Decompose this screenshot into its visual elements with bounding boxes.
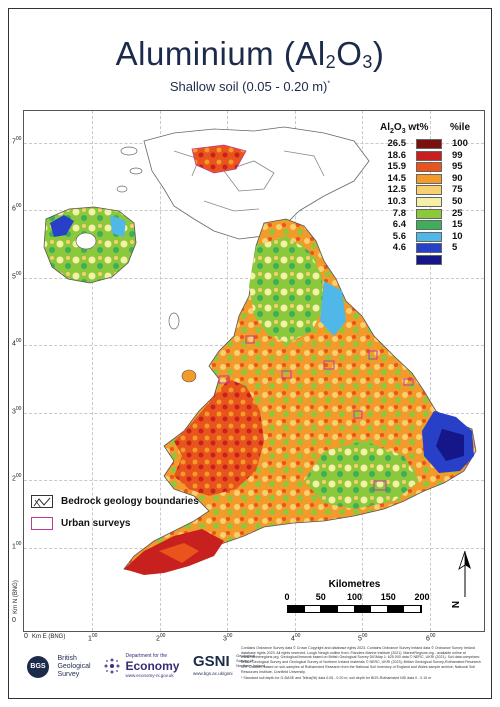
map-sheet: Aluminium (Al2O3) Shallow soil (0.05 - 0…	[8, 8, 492, 699]
y-tick: 0	[12, 617, 16, 624]
legend-percentile: 15	[452, 219, 463, 231]
legend-swatch	[416, 254, 442, 265]
x-tick: 400	[291, 633, 301, 643]
legend-value: 26.5	[387, 138, 407, 149]
scotland-outline	[143, 126, 370, 240]
map-subtitle: Shallow soil (0.05 - 0.20 m)*	[169, 79, 331, 94]
bgs-logo: BGS British Geological Survey	[27, 655, 91, 679]
map-area[interactable]: Al2O3 wt% %ile 26.5 100 18.6 99 15.9 95 14.5 90…	[23, 110, 485, 632]
footer: BGS British Geological Survey Department…	[23, 645, 485, 697]
credits-text: Contains Ordnance Survey data © Crown Co…	[241, 646, 481, 681]
concentration-legend: Al2O3 wt% %ile 26.5 100 18.6 99 15.9 95 14.5 90…	[368, 122, 480, 266]
legend-row: 6.4 15	[368, 219, 480, 231]
scale-tick: 200	[414, 592, 430, 602]
legend-row: 4.6 5	[368, 242, 480, 254]
legend-value: 7.8	[392, 207, 406, 219]
legend-swatch	[416, 196, 442, 207]
y-tick: 500	[12, 271, 22, 281]
x-axis-unit: Km E (BNG)	[32, 634, 66, 640]
legend-row: 14.5 90	[368, 173, 480, 185]
legend-percentile-heading: %ile	[450, 122, 471, 133]
scotland-data-patch	[191, 144, 247, 174]
legend-swatch	[416, 243, 442, 254]
y-tick: 100	[12, 541, 22, 551]
x-tick: 600	[426, 633, 436, 643]
legend-percentile: 5	[452, 242, 458, 254]
urban-outlines	[218, 335, 414, 491]
legend-value: 12.5	[387, 184, 407, 196]
scale-tick: 0	[284, 592, 290, 602]
x-tick: 200	[156, 633, 166, 643]
legend-value: 15.9	[387, 161, 407, 173]
legend-row: 15.9 95	[368, 161, 480, 173]
legend-value: 5.6	[392, 230, 406, 242]
legend-percentile: 99	[452, 149, 463, 161]
y-tick: 200	[12, 473, 22, 483]
bgs-badge: BGS	[27, 656, 49, 678]
x-tick: 100	[88, 633, 98, 643]
north-arrow-icon	[458, 550, 471, 597]
legend-row: 26.5 100	[368, 138, 480, 150]
dots-icon	[104, 658, 120, 673]
legend-swatch	[416, 220, 442, 231]
scale-tick: 100	[346, 592, 363, 602]
legend-swatch	[416, 139, 442, 149]
scale-ticks: 0 50 100 150 200	[284, 592, 429, 604]
legend-swatch	[416, 208, 442, 219]
y-tick: 400	[12, 338, 22, 348]
legend-percentile: 100	[452, 138, 468, 149]
legend-row: 5.6 10	[368, 231, 480, 243]
legend-swatch	[416, 185, 442, 196]
legend-swatch	[416, 231, 442, 242]
legend-header: Al2O3 wt% %ile	[368, 122, 480, 138]
legend-unit-heading: Al2O3 wt%	[380, 122, 429, 135]
y-tick: 600	[12, 203, 22, 213]
legend-value: 4.6	[392, 242, 406, 254]
legend-percentile: 10	[452, 230, 463, 242]
scale-graduation	[287, 605, 422, 613]
legend-row	[368, 254, 480, 266]
scale-title: Kilometres	[328, 579, 381, 590]
title-block: Aluminium (Al2O3) Shallow soil (0.05 - 0…	[9, 9, 491, 110]
urban-outline-icon	[31, 517, 53, 530]
legend-row: 12.5 75	[368, 184, 480, 196]
x-tick: 500	[358, 633, 368, 643]
legend-row: 7.8 25	[368, 208, 480, 220]
geochemistry-map	[43, 126, 477, 575]
y-axis-unit: Km N (BNG)	[12, 580, 19, 614]
y-tick: 300	[12, 406, 22, 416]
bedrock-lines-icon	[31, 495, 53, 508]
legend-row: 10.3 50	[368, 196, 480, 208]
x-tick: 0	[24, 633, 28, 640]
legend-swatch	[416, 173, 442, 184]
y-tick: 700	[12, 136, 22, 146]
legend-percentile: 90	[452, 172, 463, 184]
wales	[174, 379, 264, 496]
legend-percentile: 25	[452, 207, 463, 219]
gsni-logo: GSNI Geological Survey of Northern Irela…	[193, 653, 266, 676]
economy-logo: Department for the Economy www.economy-n…	[103, 653, 179, 678]
legend-swatch	[416, 150, 442, 161]
legend-percentile: 95	[452, 161, 463, 173]
scale-tick: 150	[380, 592, 396, 602]
scale-tick: 50	[315, 592, 326, 602]
scale-bar: Kilometres 0 50 100 150 200	[284, 579, 430, 613]
legend-percentile: 50	[452, 195, 463, 207]
legend-row: 18.6 99	[368, 150, 480, 162]
north-label: N	[451, 600, 463, 609]
map-title: Aluminium (Al2O3)	[115, 35, 385, 72]
x-tick: 300	[223, 633, 233, 643]
legend-percentile: 75	[452, 184, 463, 196]
legend-value: 18.6	[387, 149, 407, 161]
legend-value: 10.3	[387, 195, 407, 207]
legend-value: 14.5	[387, 172, 407, 184]
legend-value: 6.4	[392, 219, 406, 231]
legend-swatch	[416, 162, 442, 173]
